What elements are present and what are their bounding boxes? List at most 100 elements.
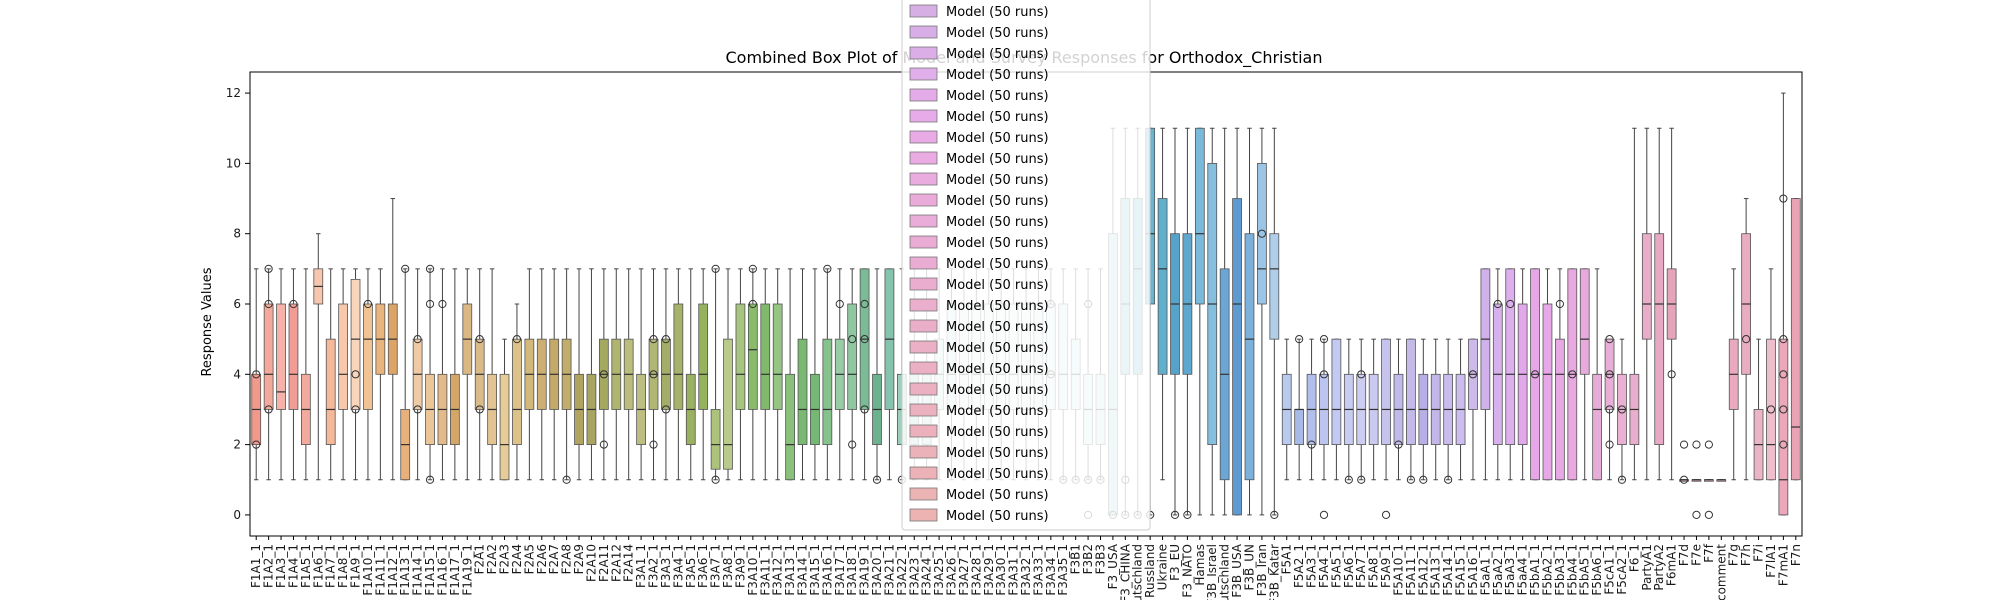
x-tick-label: F7n <box>1789 544 1803 566</box>
box-F5A16_1 <box>1468 338 1478 481</box>
legend-entry: Model (50 runs) <box>909 466 1049 482</box>
x-tick-label: F1A19_1 <box>460 544 474 596</box>
box-F2A2 <box>487 268 497 481</box>
legend-label: Model (50 runs) <box>946 68 1049 83</box>
x-tick-label: F3A26_1 <box>945 544 959 596</box>
x-tick-label: F1A9_1 <box>349 544 363 588</box>
legend-entry: Model (50 runs) <box>909 445 1049 461</box>
outlier-point <box>1766 405 1776 414</box>
outlier-point <box>413 405 422 414</box>
box-F1A3_1 <box>276 268 286 481</box>
x-tick-label: F3_NATO <box>1180 544 1194 598</box>
box-F2A8 <box>561 268 572 484</box>
outlier-point <box>848 440 857 449</box>
box-F3A2_1 <box>648 268 659 481</box>
box-F3B_Deutschland <box>1219 127 1230 516</box>
box-F3_Hamas <box>1194 127 1205 516</box>
x-tick-label: F3A21_1 <box>882 544 896 596</box>
x-tick-label: F3A27_1 <box>957 544 971 596</box>
legend-label: Model (50 runs) <box>946 194 1049 209</box>
box-F3A11_1 <box>760 268 771 481</box>
x-tick-label: F3A15_1 <box>808 544 822 596</box>
legend-entry: Model (50 runs) <box>909 88 1049 104</box>
x-tick-label: F7e <box>1689 544 1703 566</box>
box-body <box>288 303 299 410</box>
outlier-point <box>711 475 720 484</box>
x-tick-label: F3A34_1 <box>1044 544 1058 596</box>
outlier-point <box>1605 335 1614 344</box>
box-body <box>499 373 510 481</box>
box-F5A4_1 <box>1319 335 1329 520</box>
box-F1A13_1 <box>400 264 411 481</box>
y-tick-label: 8 <box>233 227 241 241</box>
x-tick-label: F7lA1 <box>1764 544 1778 578</box>
box-body <box>512 338 522 446</box>
box-F3A15_1 <box>810 268 820 481</box>
x-tick-label: F2A7 <box>547 544 561 574</box>
x-tick-label: F5A5_1 <box>1329 544 1343 588</box>
box-F2A9 <box>574 268 584 481</box>
x-tick-label: F5A14_1 <box>1441 544 1455 596</box>
x-tick-label: F1A12_1 <box>386 544 400 596</box>
box-F5aA3_1 <box>1505 268 1516 481</box>
x-tick-label: F1A14_1 <box>411 544 425 596</box>
box-body <box>673 303 684 410</box>
outlier-point <box>1742 335 1751 344</box>
outlier-point <box>1319 370 1329 379</box>
x-tick-label: F3A9_1 <box>733 544 747 588</box>
legend-entry: Model (50 runs) <box>909 319 1049 335</box>
legend-swatch <box>909 487 938 501</box>
box-F3A8_1 <box>723 268 733 481</box>
x-tick-label: F5A1 <box>1280 544 1294 574</box>
x-tick-label: F1A16_1 <box>435 544 449 596</box>
legend-entry: Model (50 runs) <box>909 256 1049 272</box>
x-tick-label: F5A3_1 <box>1305 544 1319 588</box>
legend-swatch <box>909 235 938 249</box>
x-tick-label: F3B3 <box>1093 544 1107 574</box>
x-tick-label: F5bA2_1 <box>1540 544 1554 596</box>
x-tick-label: F3_CHINA <box>1118 543 1132 600</box>
outlier-point <box>1617 405 1627 414</box>
legend-swatch <box>909 4 938 18</box>
box-F3A9_1 <box>735 268 746 481</box>
x-tick-label: F5A6_1 <box>1342 544 1356 588</box>
box-body <box>1269 233 1280 340</box>
box-F3A19_1 <box>859 268 870 481</box>
box-F2A7 <box>549 268 560 481</box>
box-body <box>276 303 286 410</box>
x-tick-label: Hamas <box>1193 544 1207 586</box>
x-tick-label: F5aA1_1 <box>1478 544 1492 595</box>
outlier-point <box>1779 405 1788 414</box>
y-tick-label: 4 <box>233 367 241 381</box>
box-body <box>1244 233 1255 481</box>
x-tick-label: F5A16_1 <box>1466 544 1480 596</box>
box-F5A5_1 <box>1331 338 1342 481</box>
outlier-point <box>351 370 360 379</box>
x-tick-label: F1A3_1 <box>274 544 288 588</box>
legend-entry: Model (50 runs) <box>909 193 1049 209</box>
outlier-point <box>1704 510 1713 520</box>
outlier-point <box>1605 405 1614 414</box>
outlier-point <box>1394 440 1403 449</box>
outlier-point <box>1779 370 1788 379</box>
box-body <box>723 338 733 470</box>
y-tick-label: 2 <box>233 438 241 452</box>
legend-label: Model (50 runs) <box>946 278 1049 293</box>
box-F5bA2_1 <box>1542 268 1553 481</box>
legend-swatch <box>909 277 938 291</box>
x-tick-label: F3A22_1 <box>895 544 909 596</box>
outlier-point <box>1667 370 1676 379</box>
legend-entry: Model (50 runs) <box>909 277 1049 293</box>
x-tick-label: F3B_Katar <box>1267 544 1281 600</box>
outlier-point <box>649 370 658 379</box>
box-F7g <box>1728 268 1739 481</box>
x-tick-label: F3B_UN <box>1242 544 1256 591</box>
x-tick-label: F1A7_1 <box>324 544 338 588</box>
x-tick-label: F3A29_1 <box>982 544 996 596</box>
legend-label: Model (50 runs) <box>946 173 1049 188</box>
box-F5A3_1 <box>1306 338 1317 481</box>
box-body <box>772 303 783 410</box>
box-F5A12_1 <box>1418 338 1429 484</box>
x-tick-label: F7h <box>1739 544 1753 566</box>
